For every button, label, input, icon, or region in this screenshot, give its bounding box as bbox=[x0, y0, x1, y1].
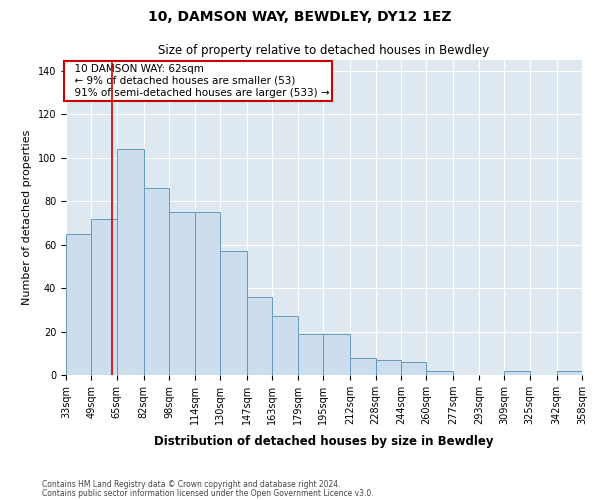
Bar bbox=[272, 316, 298, 375]
Bar bbox=[557, 370, 582, 375]
Bar bbox=[117, 149, 144, 375]
Bar bbox=[247, 297, 272, 375]
Text: Contains public sector information licensed under the Open Government Licence v3: Contains public sector information licen… bbox=[42, 488, 374, 498]
Bar bbox=[323, 334, 350, 375]
Y-axis label: Number of detached properties: Number of detached properties bbox=[22, 130, 32, 305]
Text: Contains HM Land Registry data © Crown copyright and database right 2024.: Contains HM Land Registry data © Crown c… bbox=[42, 480, 341, 489]
Bar bbox=[66, 234, 91, 375]
Text: 10 DAMSON WAY: 62sqm
  ← 9% of detached houses are smaller (53)
  91% of semi-de: 10 DAMSON WAY: 62sqm ← 9% of detached ho… bbox=[68, 64, 329, 98]
Bar bbox=[220, 251, 247, 375]
Bar bbox=[144, 188, 169, 375]
Bar bbox=[401, 362, 427, 375]
Bar bbox=[350, 358, 376, 375]
Bar bbox=[169, 212, 194, 375]
Title: Size of property relative to detached houses in Bewdley: Size of property relative to detached ho… bbox=[158, 44, 490, 58]
Bar bbox=[376, 360, 401, 375]
Bar bbox=[427, 370, 454, 375]
X-axis label: Distribution of detached houses by size in Bewdley: Distribution of detached houses by size … bbox=[154, 436, 494, 448]
Bar bbox=[194, 212, 220, 375]
Bar bbox=[504, 370, 530, 375]
Bar bbox=[298, 334, 323, 375]
Bar bbox=[91, 218, 117, 375]
Text: 10, DAMSON WAY, BEWDLEY, DY12 1EZ: 10, DAMSON WAY, BEWDLEY, DY12 1EZ bbox=[148, 10, 452, 24]
